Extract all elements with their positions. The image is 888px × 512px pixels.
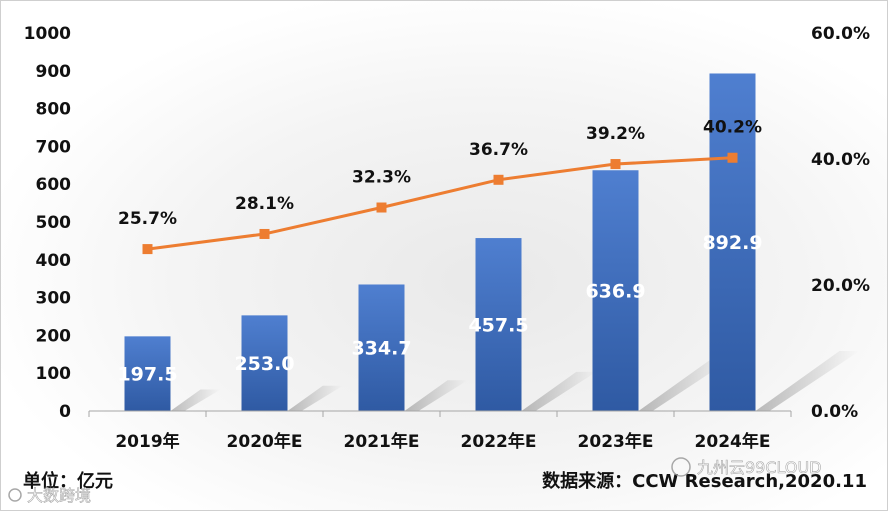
x-category-label: 2021年E <box>344 431 420 452</box>
watermark-right-text: 九州云99CLOUD <box>697 458 822 477</box>
line-point-marker <box>727 152 738 163</box>
bar-shadow <box>404 380 468 411</box>
line-point-marker <box>610 159 621 170</box>
y-left-tick-label: 900 <box>36 62 72 82</box>
wechat-icon <box>671 457 691 477</box>
y-right-tick-label: 0.0% <box>811 402 858 422</box>
bar-shadow <box>287 385 343 411</box>
bar <box>475 238 522 411</box>
y-right-tick-label: 40.0% <box>811 150 870 170</box>
watermark-left-text: 大数跨境 <box>27 486 91 505</box>
bar-shadow <box>170 389 221 411</box>
bar <box>124 336 171 411</box>
source-label: 数据来源：CCW Research,2020.11 <box>542 470 867 492</box>
x-category-label: 2023年E <box>578 431 654 452</box>
bar-shadow <box>521 371 597 411</box>
bar <box>358 284 405 411</box>
line-value-label: 36.7% <box>469 140 528 160</box>
y-left-tick-label: 500 <box>36 213 72 233</box>
bar-value-label: 253.0 <box>234 353 294 375</box>
y-left-tick-label: 0 <box>59 402 71 422</box>
line-point-marker <box>259 228 270 239</box>
line-value-label: 28.1% <box>235 194 294 214</box>
bar <box>709 73 756 412</box>
x-category-label: 2024年E <box>695 431 771 452</box>
y-left-tick-label: 200 <box>36 326 72 346</box>
line-value-label: 32.3% <box>352 168 411 188</box>
bar-value-label: 334.7 <box>351 338 411 360</box>
y-left-tick-label: 400 <box>36 251 72 271</box>
line-point-marker <box>142 244 153 255</box>
line-value-label: 40.2% <box>703 118 762 138</box>
x-category-label: 2019年 <box>115 431 179 452</box>
bar-value-label: 197.5 <box>117 364 177 386</box>
watermark-left: 大数跨境 <box>8 486 91 505</box>
bar-value-label: 892.9 <box>702 232 762 254</box>
bar-shadow <box>755 351 860 411</box>
y-right-tick-label: 60.0% <box>811 24 870 44</box>
x-category-label: 2022年E <box>461 431 537 452</box>
y-left-tick-label: 300 <box>36 289 72 309</box>
watermark-logo-icon <box>8 488 22 502</box>
watermark-right: 九州云99CLOUD <box>671 457 822 477</box>
line-value-label: 25.7% <box>118 209 177 229</box>
y-left-tick-label: 800 <box>36 100 72 120</box>
y-left-tick-label: 1000 <box>24 24 71 44</box>
line-value-label: 39.2% <box>586 124 645 144</box>
y-left-tick-label: 100 <box>36 364 72 384</box>
unit-label: 单位：亿元 <box>23 470 113 492</box>
y-right-tick-label: 20.0% <box>811 276 870 296</box>
bar-shadow <box>638 359 731 411</box>
bar <box>241 315 288 411</box>
x-category-label: 2020年E <box>227 431 303 452</box>
y-left-tick-label: 600 <box>36 175 72 195</box>
bar-value-label: 636.9 <box>585 281 645 303</box>
bar <box>592 170 639 411</box>
y-left-tick-label: 700 <box>36 137 72 157</box>
growth-line <box>147 156 733 251</box>
line-point-marker <box>493 174 504 185</box>
line-point-marker <box>376 202 387 213</box>
bar-value-label: 457.5 <box>468 315 528 337</box>
